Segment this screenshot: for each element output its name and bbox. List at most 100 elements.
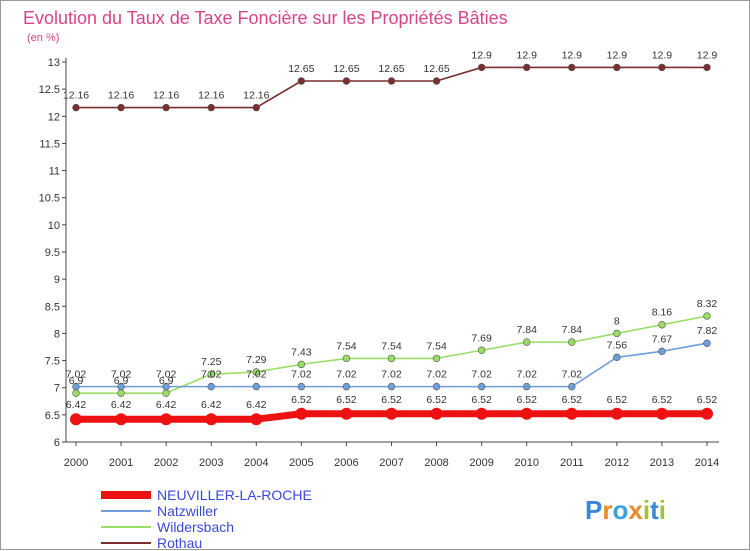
data-label: 7.82 [697, 325, 718, 337]
data-label: 7.54 [381, 340, 402, 352]
data-point [115, 413, 128, 426]
data-point [340, 407, 353, 420]
data-labels: 12.16 12.16 12.16 12.16 12.16 12.65 12.65 12.65… [63, 49, 718, 411]
data-point [252, 368, 260, 376]
data-label: 6.52 [291, 394, 312, 406]
data-point [297, 360, 306, 369]
y-tick-label: 11 [49, 166, 60, 178]
x-tick-label: 2013 [650, 457, 674, 469]
data-point [523, 63, 531, 72]
data-label: 7.29 [246, 354, 267, 366]
data-label: 7.02 [336, 369, 357, 381]
data-point [70, 413, 82, 426]
data-point [207, 370, 215, 378]
data-point [432, 354, 441, 363]
y-tick-label: 10.5 [39, 193, 60, 205]
data-point [387, 77, 396, 85]
data-point [477, 382, 486, 391]
data-point [613, 353, 621, 362]
data-label: 6.52 [652, 394, 673, 406]
chart-title: Evolution du Taux de Taxe Foncière sur l… [23, 8, 508, 28]
data-point [162, 103, 170, 112]
data-point [295, 407, 308, 420]
data-label: 6.42 [246, 399, 267, 411]
data-label: 12.65 [378, 63, 404, 75]
data-label: 7.02 [471, 369, 492, 381]
data-label: 12.9 [607, 49, 628, 61]
data-point [477, 346, 486, 354]
data-point [342, 354, 351, 363]
data-point [658, 63, 666, 72]
series-layer [70, 63, 713, 426]
data-point [655, 407, 668, 420]
data-label: 6.42 [66, 399, 87, 411]
logo-letter: x [628, 495, 643, 525]
data-point [72, 382, 80, 391]
data-label: 12.9 [516, 49, 537, 61]
y-tick-label: 9 [54, 274, 60, 286]
data-label: 6.52 [516, 394, 537, 406]
data-label: 7.02 [246, 369, 267, 381]
x-tick-label: 2005 [289, 457, 313, 469]
data-point [387, 354, 396, 363]
data-label: 7.02 [381, 369, 402, 381]
data-label: 6.42 [156, 399, 177, 411]
x-tick-label: 2009 [469, 457, 493, 469]
data-label: 7.84 [562, 324, 583, 336]
data-label: 7.54 [336, 340, 357, 352]
data-point [297, 382, 306, 391]
data-point [475, 407, 488, 420]
data-point [523, 338, 531, 346]
legend: NEUVILLER-LA-ROCHENatzwillerWildersbachR… [101, 487, 312, 551]
data-label: 12.65 [333, 63, 359, 75]
x-tick-label: 2003 [199, 457, 223, 469]
data-label: 12.9 [562, 49, 583, 61]
data-label: 6.52 [336, 394, 357, 406]
data-label: 12.65 [288, 63, 314, 75]
x-tick-label: 2000 [64, 457, 88, 469]
data-point [385, 407, 398, 420]
data-point [613, 329, 621, 338]
data-point [205, 413, 218, 426]
data-label: 7.02 [562, 369, 583, 381]
data-point [207, 103, 215, 112]
x-tick-label: 2014 [695, 457, 719, 469]
legend-label: Rothau [157, 535, 202, 551]
data-point [297, 77, 306, 85]
data-label: 6.9 [114, 375, 129, 387]
data-label: 6.42 [201, 399, 222, 411]
data-label: 12.65 [423, 63, 449, 75]
data-point [523, 382, 531, 391]
y-tick-label: 8 [54, 328, 60, 340]
data-label: 7.84 [516, 324, 537, 336]
series-rothau [72, 63, 711, 112]
data-label: 7.02 [426, 369, 447, 381]
data-label: 7.43 [291, 346, 312, 358]
data-label: 12.16 [243, 90, 269, 102]
data-label: 6.9 [159, 375, 174, 387]
data-point [252, 382, 260, 391]
data-label: 7.02 [66, 369, 87, 381]
data-label: 7.67 [652, 333, 673, 345]
data-label: 7.02 [156, 369, 177, 381]
x-tick-label: 2001 [109, 457, 133, 469]
x-tick-label: 2004 [244, 457, 268, 469]
data-label: 12.16 [63, 90, 89, 102]
data-point [658, 347, 666, 356]
data-point [613, 63, 621, 72]
y-tick-label: 6.5 [45, 410, 60, 422]
data-label: 6.52 [426, 394, 447, 406]
y-tick-label: 10 [48, 220, 60, 232]
data-point [160, 413, 173, 426]
data-label: 12.9 [471, 49, 492, 61]
data-label: 12.16 [198, 90, 224, 102]
data-point [610, 407, 623, 420]
data-point [568, 382, 576, 391]
data-label: 12.9 [697, 49, 718, 61]
y-tick-label: 8.5 [45, 301, 60, 313]
data-label: 6.52 [562, 394, 583, 406]
data-label: 8.32 [697, 298, 718, 310]
proxiti-logo: Proxiti [585, 495, 666, 525]
data-point [432, 382, 441, 391]
data-label: 12.16 [153, 90, 179, 102]
